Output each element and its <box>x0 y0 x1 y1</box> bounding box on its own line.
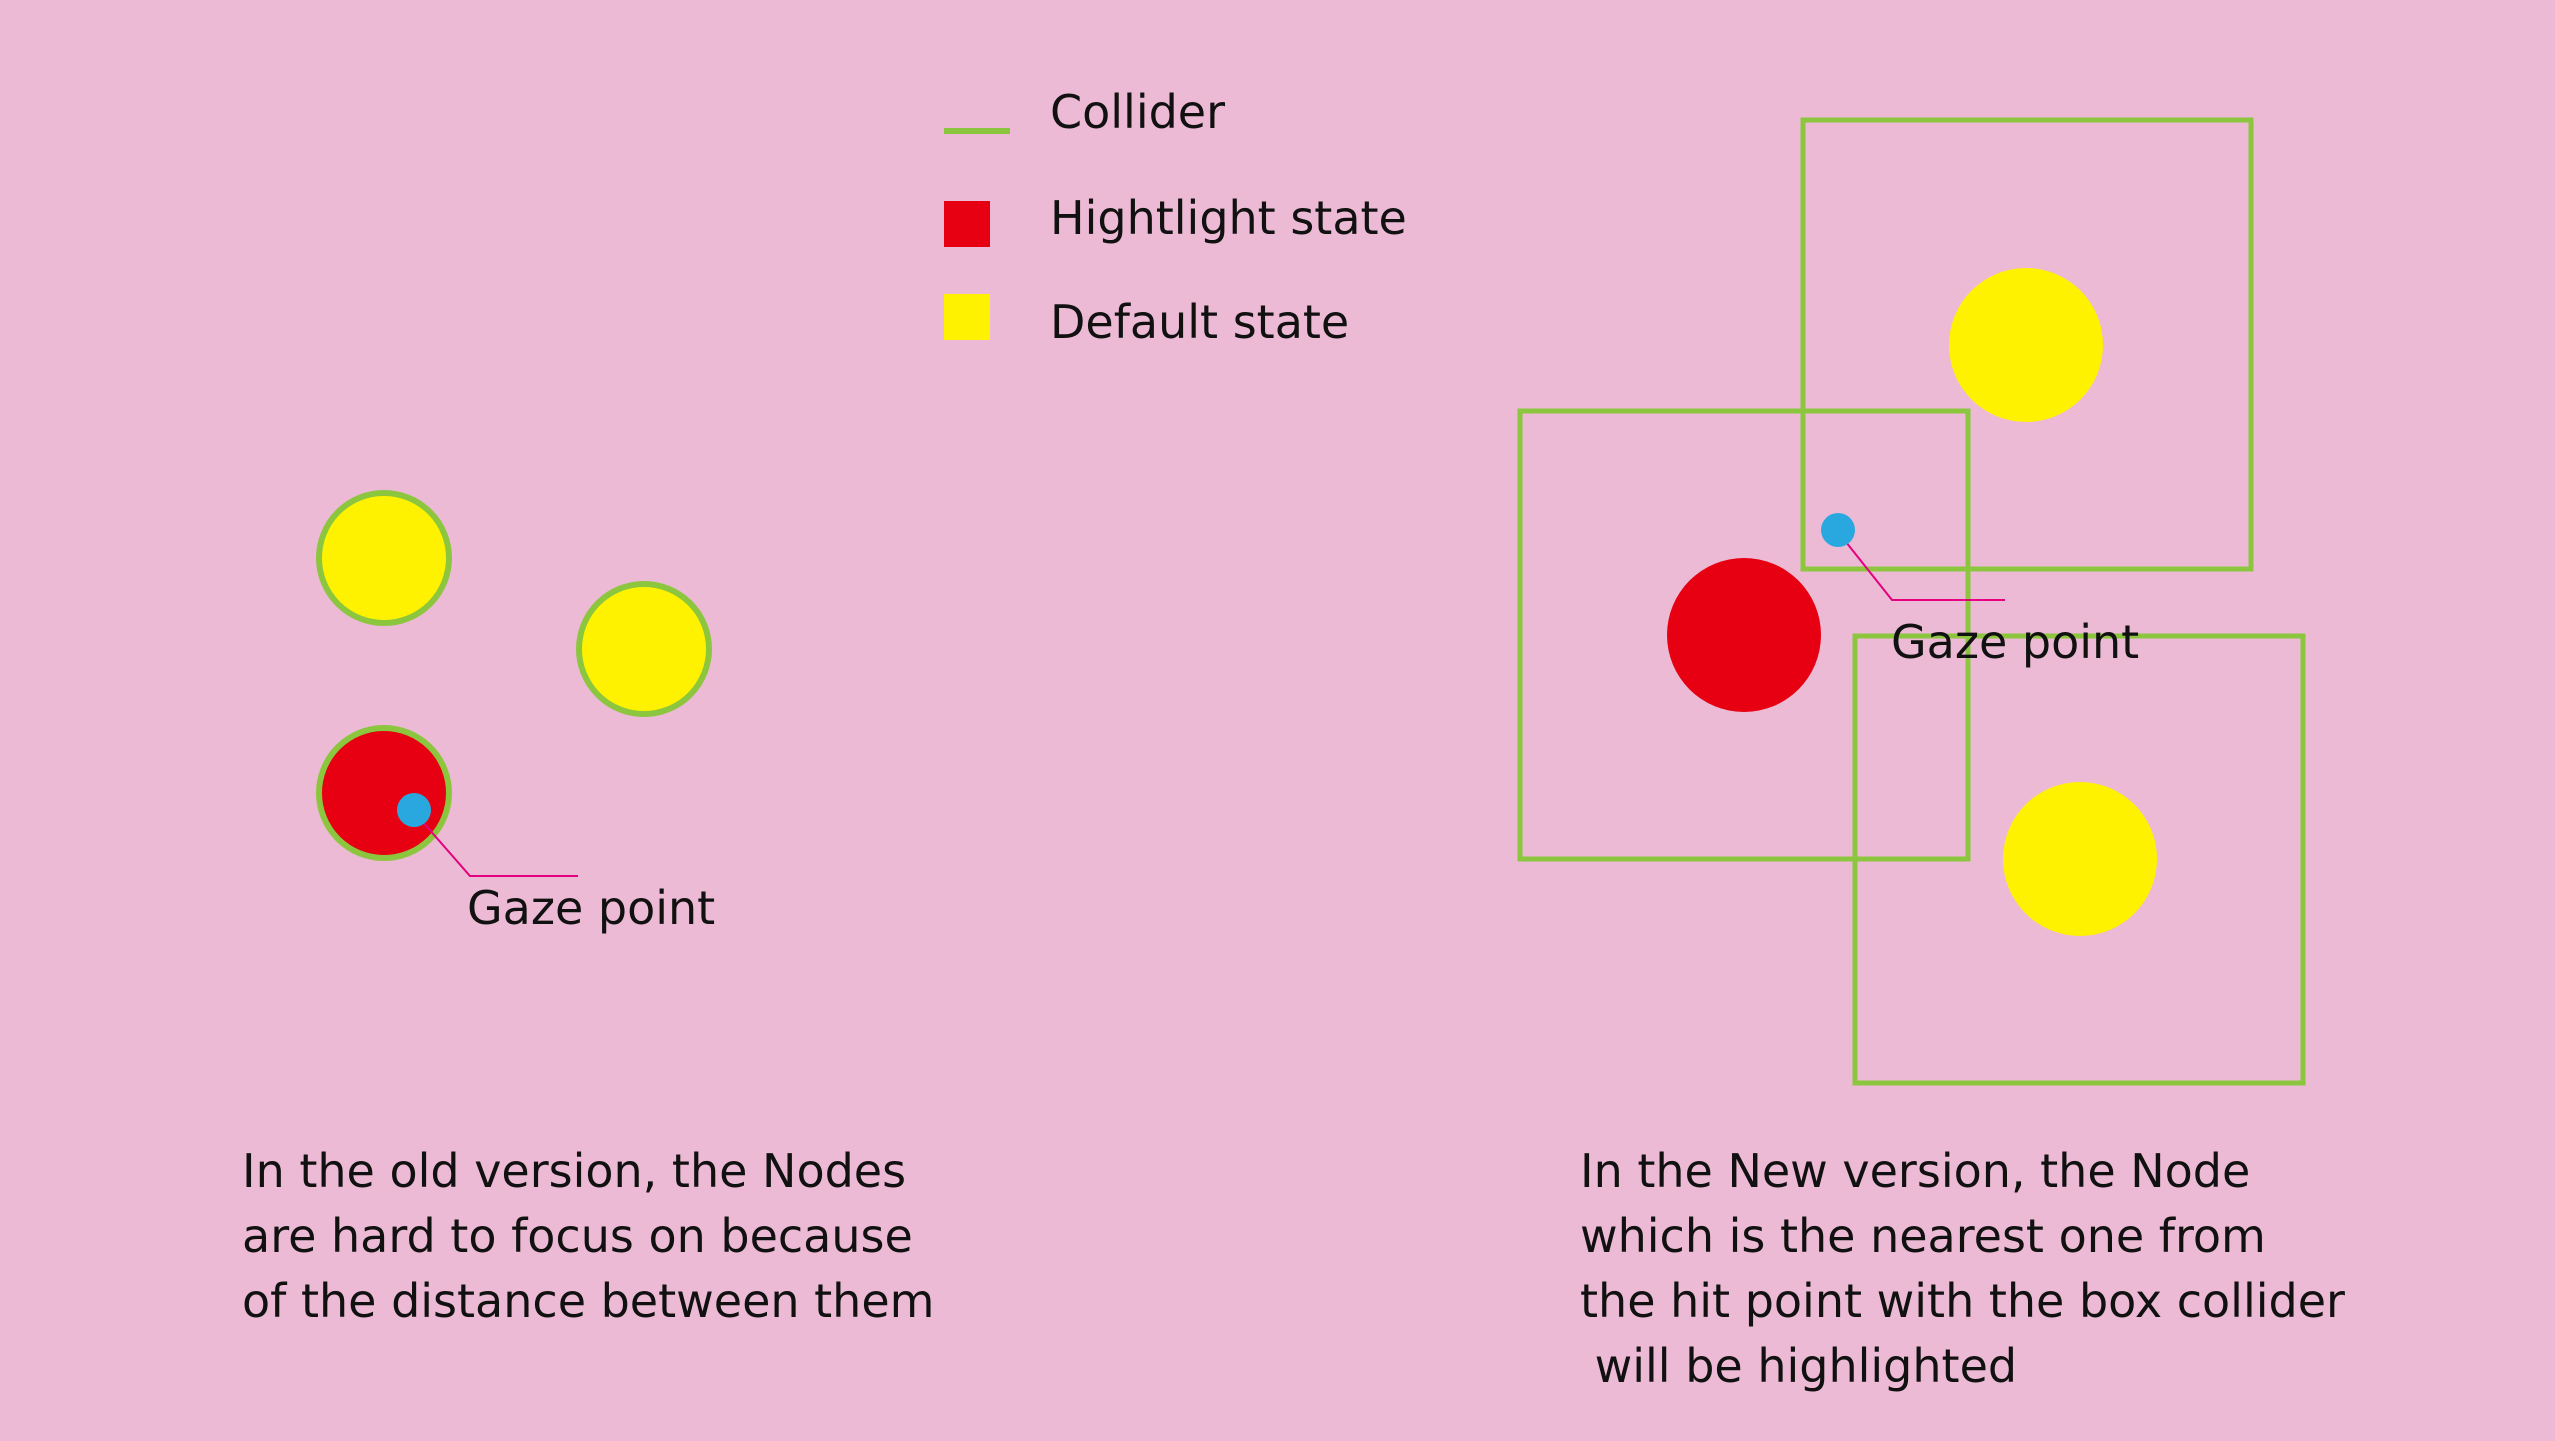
gaze-point-marker <box>1821 513 1855 547</box>
gaze-point-marker <box>397 793 431 827</box>
node-highlighted <box>316 725 452 861</box>
node-default-bottom <box>2003 782 2157 936</box>
legend-highlight-swatch <box>944 201 990 247</box>
legend-default-label: Default state <box>1050 295 1349 349</box>
box-collider-top <box>1800 117 2254 572</box>
legend-highlight-label: Hightlight state <box>1050 191 1407 245</box>
legend-default-swatch <box>944 294 990 340</box>
node-default-top-left <box>316 490 452 626</box>
caption-line: of the distance between them <box>242 1274 934 1328</box>
gaze-pointer-line <box>413 811 578 877</box>
gaze-pointer-line <box>1837 531 2005 601</box>
legend-collider-label: Collider <box>1050 85 1225 139</box>
box-collider-bottom <box>1852 633 2306 1086</box>
node-default-middle <box>576 581 712 717</box>
new-version-caption: In the New version, the Node which is th… <box>1580 1144 2345 1393</box>
gaze-point-label: Gaze point <box>467 881 715 935</box>
caption-line: will be highlighted <box>1580 1339 2017 1393</box>
node-default-top <box>1949 268 2103 422</box>
legend: Collider Hightlight state Default state <box>944 85 1407 349</box>
caption-line: which is the nearest one from <box>1580 1209 2266 1263</box>
old-version-caption: In the old version, the Nodes are hard t… <box>242 1144 934 1328</box>
caption-line: In the old version, the Nodes <box>242 1144 906 1198</box>
node-highlighted-nearest <box>1667 558 1821 712</box>
left-panel: Gaze point In the old version, the Nodes… <box>242 490 934 1328</box>
caption-line: In the New version, the Node <box>1580 1144 2250 1198</box>
caption-line: the hit point with the box collider <box>1580 1274 2345 1328</box>
caption-line: are hard to focus on because <box>242 1209 913 1263</box>
gaze-point-label: Gaze point <box>1891 615 2139 669</box>
right-panel: Gaze point In the New version, the Node … <box>1517 117 2345 1393</box>
